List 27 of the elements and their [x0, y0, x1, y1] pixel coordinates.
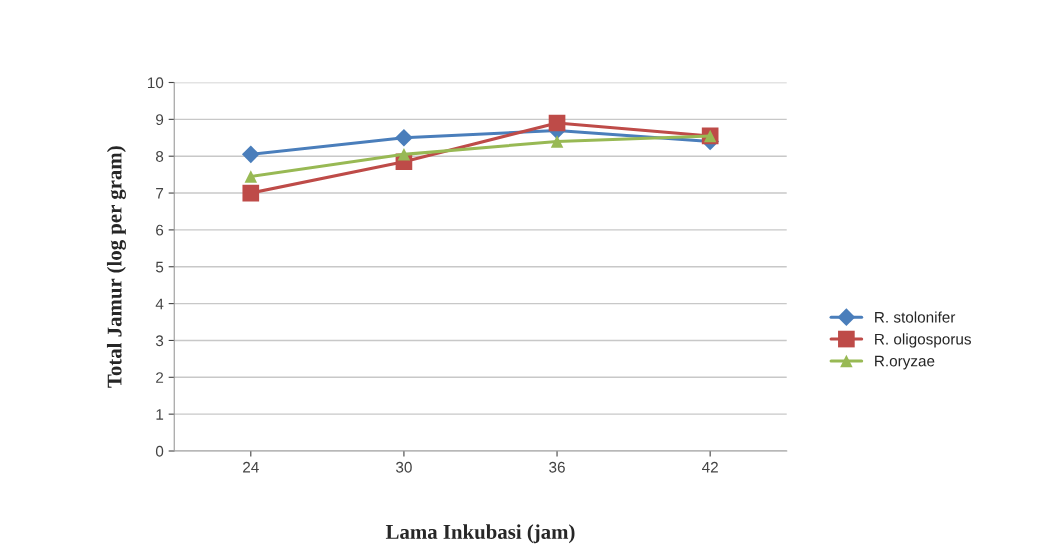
point: [550, 135, 564, 148]
y-tick-label: 9: [156, 114, 164, 126]
y-tick-label: 2: [156, 372, 164, 383]
y-tick-label: 4: [155, 298, 164, 310]
y-tick-label: 6: [156, 224, 164, 236]
y-tick-label: 0: [155, 445, 164, 457]
legend-label: R.oryzae: [875, 355, 935, 370]
x-tick-label: 24: [243, 461, 259, 473]
legend-label: R. oligosporus: [875, 333, 971, 348]
point: [395, 128, 413, 147]
legend-label: R. stolonifer: [875, 311, 956, 323]
point: [241, 145, 260, 164]
x-tick-label: 36: [549, 461, 565, 473]
x-axis-title: Lama Inkubasi (jam): [385, 524, 575, 544]
point: [242, 184, 260, 202]
y-tick-label: 7: [156, 188, 164, 199]
y-tick-label: 10: [148, 77, 164, 89]
point: [397, 148, 411, 161]
point: [548, 114, 566, 132]
x-tick-label: 30: [396, 461, 412, 473]
y-tick-label: 5: [155, 261, 164, 273]
point: [244, 170, 258, 183]
y-tick-label: 1: [156, 409, 164, 420]
y-axis-title: Total Jamur (log per gram): [106, 146, 126, 388]
y-tick-label: 3: [155, 335, 164, 347]
x-tick-label: 42: [702, 461, 718, 473]
y-tick-label: 8: [155, 151, 164, 162]
